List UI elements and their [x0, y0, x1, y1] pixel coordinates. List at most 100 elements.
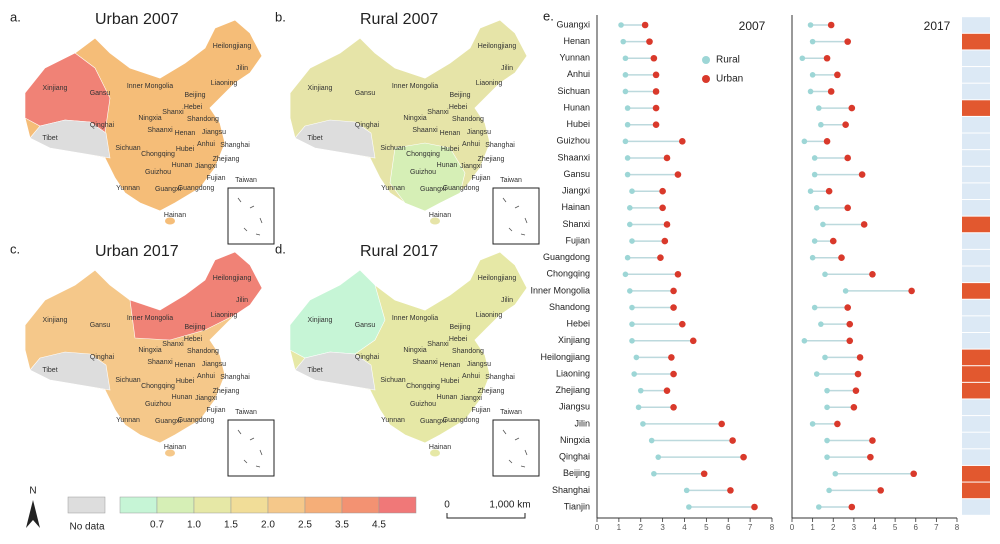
dot-urban [663, 154, 671, 162]
map-label: Ningxia [403, 347, 426, 354]
map-label: Jiangsu [202, 361, 226, 368]
legend-swatch [378, 496, 417, 514]
category-label: Heilongjiang [540, 352, 590, 362]
map-island [165, 217, 175, 225]
map-label: Shandong [452, 348, 484, 355]
map-label: Hubei [441, 146, 460, 153]
category-label: Guangdong [543, 252, 590, 262]
map-label: Heilongjiang [478, 43, 517, 50]
no-data-label: No data [69, 522, 104, 533]
map-letter: b. [275, 9, 286, 24]
dot-rural [627, 205, 633, 211]
map-label: Hunan [172, 162, 193, 169]
dot-rural [651, 470, 657, 477]
category-label: Hainan [561, 202, 590, 212]
dot-urban [670, 304, 677, 311]
category-label: Shanxi [562, 219, 590, 229]
dot-urban [670, 370, 677, 378]
map-label: Taiwan [235, 409, 257, 416]
map-label: Ningxia [138, 115, 161, 122]
dot-urban [670, 287, 677, 295]
highlight-cell [962, 399, 990, 416]
map-inset-islands [237, 197, 263, 236]
dot-rural [624, 121, 631, 128]
map-label: Tibet [307, 367, 322, 374]
dot-urban [844, 204, 851, 212]
dot-rural [629, 337, 635, 344]
dot-rural [635, 404, 642, 411]
dot-rural [637, 387, 644, 394]
map-label: Guangxi [420, 186, 447, 193]
dot-rural [683, 487, 690, 494]
legend-swatch [119, 496, 158, 514]
highlight-cell [962, 200, 990, 216]
dot-urban [869, 437, 876, 444]
map-letter: d. [275, 241, 286, 256]
map-panel: d. Rural 2017 Xinjiang Tibet Qinghai Gansu Inn… [275, 241, 540, 477]
category-label: Shandong [549, 302, 590, 312]
map-label: Tibet [42, 135, 57, 142]
map-label: Tibet [307, 135, 322, 142]
legend-marker [702, 56, 710, 64]
map-label: Sichuan [380, 145, 405, 152]
x-tick-label: 8 [955, 523, 960, 532]
map-inset [227, 187, 275, 245]
highlight-cell [962, 183, 990, 200]
map-label: Gansu [90, 322, 111, 329]
map-label: Taiwan [500, 409, 522, 416]
dot-urban [729, 437, 736, 444]
scale-end: 1,000 km [489, 500, 530, 511]
dot-urban [652, 88, 660, 95]
dot-rural [824, 454, 830, 460]
dot-rural [629, 304, 635, 311]
dot-rural [832, 470, 839, 477]
dot-urban [641, 21, 649, 29]
map-label: Jiangxi [195, 163, 217, 170]
dot-urban [659, 204, 666, 212]
dot-urban [858, 171, 866, 178]
dot-rural [618, 22, 624, 28]
map-label: Qinghai [90, 354, 115, 361]
map-label: Zhejiang [213, 156, 240, 163]
dot-urban [838, 254, 845, 261]
map-inset-islands [502, 429, 528, 468]
x-tick-label: 5 [704, 523, 709, 532]
map-label: Xinjiang [43, 317, 68, 324]
x-tick-label: 6 [726, 523, 731, 532]
map-label: Jilin [501, 297, 513, 304]
x-tick-label: 2 [639, 523, 644, 532]
map-label: Chongqing [141, 383, 175, 390]
highlight-cell [962, 100, 990, 116]
map-label: Guangxi [155, 186, 182, 193]
highlight-cell [962, 482, 990, 499]
dot-rural [801, 337, 808, 344]
dot-rural [822, 271, 828, 278]
dot-urban [852, 387, 860, 394]
map-label: Xinjiang [43, 85, 68, 92]
x-tick-label: 1 [810, 523, 815, 532]
map-title: Rural 2017 [360, 243, 438, 260]
dot-rural [648, 437, 655, 444]
map-label: Fujian [206, 407, 225, 414]
map-label: Hunan [437, 162, 458, 169]
map-label: Shandong [187, 348, 219, 355]
dot-rural [624, 171, 631, 178]
map-label: Guangxi [420, 418, 447, 425]
dot-rural [620, 38, 627, 45]
map-label: Yunnan [116, 417, 140, 424]
no-data-swatch [67, 496, 106, 514]
dot-urban [908, 287, 915, 295]
map-letter: c. [10, 241, 20, 256]
dot-rural [807, 88, 814, 95]
dot-urban [829, 237, 837, 245]
map-label: Chongqing [406, 151, 440, 158]
legend-break: 4.5 [372, 520, 386, 531]
map-title: Urban 2017 [95, 243, 179, 260]
dot-urban [869, 271, 876, 278]
map-label: Tibet [42, 367, 57, 374]
map-inset-islands [237, 429, 263, 468]
map-label: Qinghai [355, 122, 380, 129]
dot-urban [646, 38, 653, 45]
map-label: Jilin [501, 65, 513, 72]
